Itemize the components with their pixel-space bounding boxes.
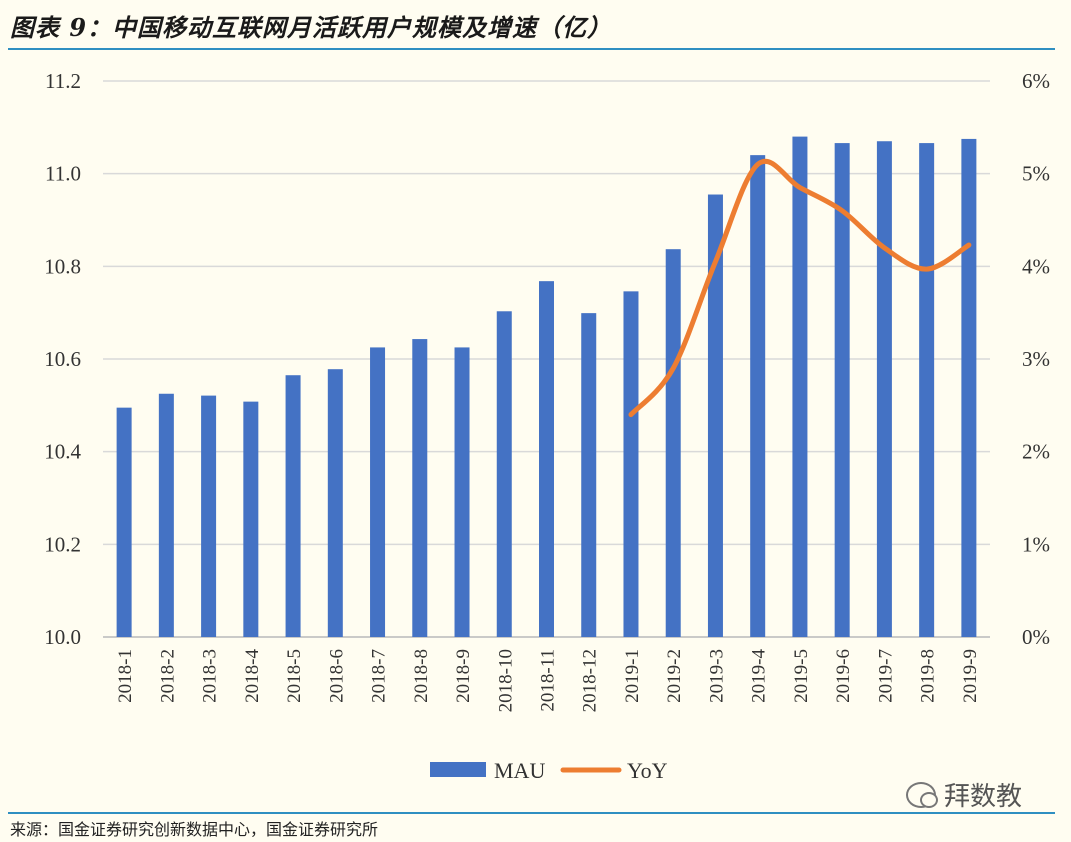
x-tick-label: 2018-7 <box>369 649 390 703</box>
y-right-tick-label: 4% <box>1022 254 1050 278</box>
bar-series-mau <box>116 136 977 637</box>
watermark-text: 拜数教 <box>944 782 1023 812</box>
legend-swatch-mau <box>430 762 486 777</box>
x-tick-label: 2018-3 <box>200 649 221 703</box>
source-note: 来源：国金证券研究创新数据中心，国金证券研究所 <box>10 820 379 839</box>
legend-label-yoy: YoY <box>627 758 668 783</box>
x-tick-label: 2018-4 <box>242 649 263 703</box>
y-right-tick-label: 5% <box>1022 162 1050 186</box>
x-tick-label: 2019-1 <box>622 649 643 703</box>
y-left-tick-label: 10.8 <box>44 254 81 278</box>
bar-mau <box>158 393 174 637</box>
x-tick-label: 2019-8 <box>918 649 939 703</box>
x-tick-label: 2019-5 <box>791 649 812 703</box>
y-right-tick-label: 1% <box>1022 532 1050 556</box>
bar-mau <box>834 143 850 637</box>
legend: MAU YoY <box>430 758 668 783</box>
y-right-tick-label: 2% <box>1022 440 1050 464</box>
bar-mau <box>665 249 681 637</box>
bar-mau <box>327 369 343 637</box>
bar-mau <box>370 347 386 637</box>
legend-label-mau: MAU <box>494 758 545 783</box>
y-right-tick-label: 3% <box>1022 347 1050 371</box>
y-left-tick-label: 10.4 <box>44 440 81 464</box>
bar-mau <box>201 395 217 637</box>
line-yoy <box>628 158 972 418</box>
x-tick-label: 2019-6 <box>833 649 854 703</box>
bar-mau <box>623 291 639 637</box>
watermark: 拜数教 <box>906 776 1022 813</box>
y-axis-left: 10.0 10.2 10.4 10.6 10.8 11.0 11.2 <box>44 69 81 649</box>
x-tick-label: 2018-2 <box>157 649 178 703</box>
y-right-tick-label: 6% <box>1022 69 1050 93</box>
figure-title: 图表 9：中国移动互联网月活跃用户规模及增速（亿） <box>10 13 613 42</box>
x-axis: 2018-1 2018-2 2018-3 2018-4 2018-5 2018-6 2018… <box>115 649 981 713</box>
x-tick-label: 2018-11 <box>538 649 559 712</box>
x-tick-label: 2019-3 <box>706 649 727 703</box>
bar-mau <box>919 143 935 637</box>
y-left-tick-label: 11.2 <box>45 69 81 93</box>
y-left-tick-label: 10.2 <box>44 532 81 556</box>
bar-mau <box>961 138 977 637</box>
x-tick-label: 2019-7 <box>875 649 896 703</box>
y-left-tick-label: 10.0 <box>44 625 81 649</box>
x-tick-label: 2018-8 <box>411 649 432 703</box>
x-tick-label: 2018-1 <box>115 649 136 703</box>
x-tick-label: 2019-9 <box>960 649 981 703</box>
x-tick-label: 2018-6 <box>326 649 347 703</box>
bar-mau <box>412 339 428 637</box>
line-series-yoy <box>628 158 972 418</box>
y-left-tick-label: 10.6 <box>44 347 81 371</box>
x-tick-label: 2018-5 <box>284 649 305 703</box>
source-divider <box>8 812 1055 814</box>
bar-mau <box>581 313 597 637</box>
x-tick-label: 2019-4 <box>749 649 770 703</box>
wechat-icon <box>906 781 938 808</box>
bar-mau <box>454 347 470 637</box>
bar-mau <box>496 311 512 637</box>
bar-mau <box>285 375 301 637</box>
x-tick-label: 2019-2 <box>664 649 685 703</box>
title-divider <box>8 48 1055 50</box>
x-tick-label: 2018-9 <box>453 649 474 703</box>
bar-mau <box>750 155 766 637</box>
y-left-tick-label: 11.0 <box>45 162 81 186</box>
bar-mau <box>243 401 259 637</box>
bar-mau <box>116 407 132 637</box>
y-right-tick-label: 0% <box>1022 625 1050 649</box>
y-axis-right: 0% 1% 2% 3% 4% 5% 6% <box>1022 69 1050 649</box>
x-tick-label: 2018-12 <box>580 649 601 712</box>
x-tick-label: 2018-10 <box>495 649 516 712</box>
bar-mau <box>792 136 808 637</box>
bar-mau <box>539 281 554 637</box>
bar-mau <box>707 194 723 637</box>
bar-mau <box>876 141 892 637</box>
